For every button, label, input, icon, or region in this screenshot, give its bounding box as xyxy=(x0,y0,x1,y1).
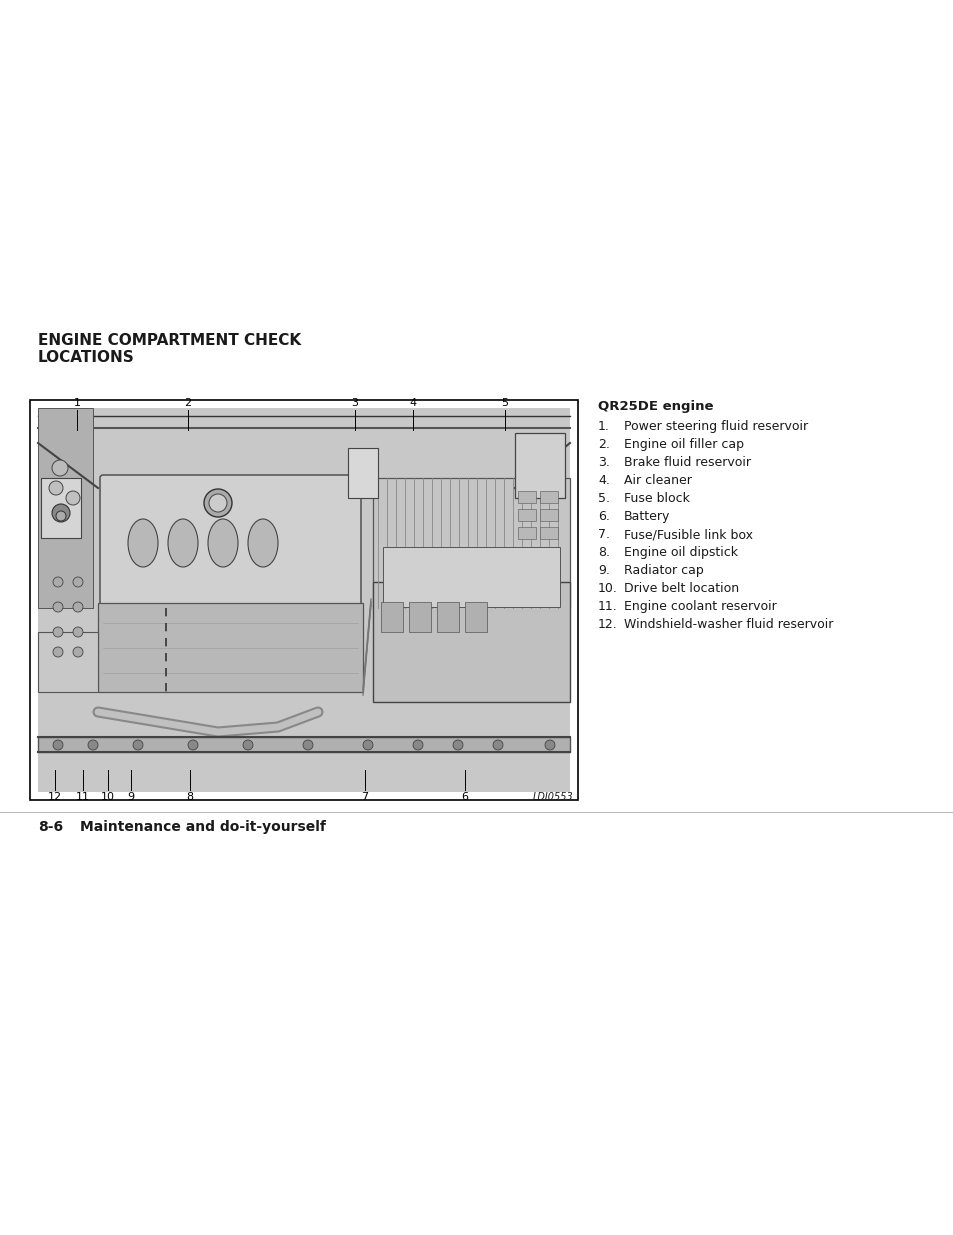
Text: Air cleaner: Air cleaner xyxy=(623,474,691,487)
Text: LDI0553: LDI0553 xyxy=(532,792,573,802)
Text: Engine coolant reservoir: Engine coolant reservoir xyxy=(623,600,776,613)
Text: 11: 11 xyxy=(76,792,90,802)
Bar xyxy=(436,601,458,632)
Circle shape xyxy=(52,459,68,475)
Bar xyxy=(409,601,431,632)
Text: Power steering fluid reservoir: Power steering fluid reservoir xyxy=(623,420,807,433)
Bar xyxy=(515,433,564,498)
Bar xyxy=(539,492,558,503)
Text: 2: 2 xyxy=(184,398,192,408)
Text: 1: 1 xyxy=(73,398,80,408)
Text: 4: 4 xyxy=(409,398,416,408)
Ellipse shape xyxy=(208,519,237,567)
Text: 8-6: 8-6 xyxy=(38,820,63,834)
FancyBboxPatch shape xyxy=(348,448,377,498)
Circle shape xyxy=(52,504,70,522)
Text: Brake fluid reservoir: Brake fluid reservoir xyxy=(623,456,750,469)
Ellipse shape xyxy=(168,519,198,567)
Text: LOCATIONS: LOCATIONS xyxy=(38,350,134,366)
Text: 1.: 1. xyxy=(598,420,609,433)
Circle shape xyxy=(188,740,198,750)
Bar xyxy=(373,582,569,701)
Circle shape xyxy=(88,740,98,750)
Text: Battery: Battery xyxy=(623,510,670,522)
Circle shape xyxy=(53,740,63,750)
Text: Maintenance and do-it-yourself: Maintenance and do-it-yourself xyxy=(80,820,326,834)
Text: 3: 3 xyxy=(351,398,358,408)
Text: 9: 9 xyxy=(128,792,134,802)
Bar xyxy=(380,601,402,632)
Bar xyxy=(38,408,569,792)
Text: Fuse/Fusible link box: Fuse/Fusible link box xyxy=(623,529,752,541)
Text: 6.: 6. xyxy=(598,510,609,522)
Text: 8: 8 xyxy=(186,792,193,802)
Bar xyxy=(373,478,569,608)
Circle shape xyxy=(204,489,232,517)
Bar xyxy=(539,509,558,521)
Text: 2.: 2. xyxy=(598,438,609,451)
Text: 5.: 5. xyxy=(598,492,609,505)
FancyBboxPatch shape xyxy=(100,475,360,611)
Circle shape xyxy=(453,740,462,750)
Text: Radiator cap: Radiator cap xyxy=(623,564,703,577)
Bar xyxy=(30,400,578,800)
Text: Fuse block: Fuse block xyxy=(623,492,689,505)
Circle shape xyxy=(73,627,83,637)
Bar xyxy=(539,527,558,538)
Text: 5: 5 xyxy=(501,398,508,408)
Circle shape xyxy=(413,740,422,750)
Circle shape xyxy=(53,647,63,657)
Circle shape xyxy=(132,740,143,750)
Circle shape xyxy=(53,627,63,637)
Ellipse shape xyxy=(128,519,158,567)
Circle shape xyxy=(209,494,227,513)
Text: Engine oil dipstick: Engine oil dipstick xyxy=(623,546,738,559)
Text: 6: 6 xyxy=(461,792,468,802)
Text: Drive belt location: Drive belt location xyxy=(623,582,739,595)
Circle shape xyxy=(73,577,83,587)
Text: 10.: 10. xyxy=(598,582,618,595)
Bar xyxy=(517,527,536,538)
Text: Windshield-washer fluid reservoir: Windshield-washer fluid reservoir xyxy=(623,618,833,631)
Circle shape xyxy=(73,601,83,613)
Ellipse shape xyxy=(248,519,277,567)
Bar xyxy=(38,632,98,692)
Circle shape xyxy=(53,601,63,613)
Bar xyxy=(38,408,92,608)
Bar xyxy=(41,478,81,538)
Text: 7: 7 xyxy=(361,792,368,802)
Circle shape xyxy=(66,492,80,505)
Bar xyxy=(517,492,536,503)
Text: 12: 12 xyxy=(48,792,62,802)
Circle shape xyxy=(73,647,83,657)
Text: 4.: 4. xyxy=(598,474,609,487)
Text: 3.: 3. xyxy=(598,456,609,469)
Bar xyxy=(517,509,536,521)
Text: Engine oil filler cap: Engine oil filler cap xyxy=(623,438,743,451)
Bar xyxy=(38,737,569,752)
Circle shape xyxy=(53,577,63,587)
Circle shape xyxy=(56,511,66,521)
Text: 9.: 9. xyxy=(598,564,609,577)
Text: 7.: 7. xyxy=(598,529,609,541)
Text: QR25DE engine: QR25DE engine xyxy=(598,400,713,412)
Text: 11.: 11. xyxy=(598,600,618,613)
Circle shape xyxy=(363,740,373,750)
Text: 12.: 12. xyxy=(598,618,618,631)
Bar xyxy=(98,603,363,692)
Text: ENGINE COMPARTMENT CHECK: ENGINE COMPARTMENT CHECK xyxy=(38,333,301,348)
Circle shape xyxy=(243,740,253,750)
Bar xyxy=(382,547,559,606)
Circle shape xyxy=(493,740,502,750)
Circle shape xyxy=(49,480,63,495)
Circle shape xyxy=(303,740,313,750)
Text: 8.: 8. xyxy=(598,546,609,559)
Text: 10: 10 xyxy=(101,792,115,802)
Circle shape xyxy=(544,740,555,750)
Bar xyxy=(464,601,486,632)
